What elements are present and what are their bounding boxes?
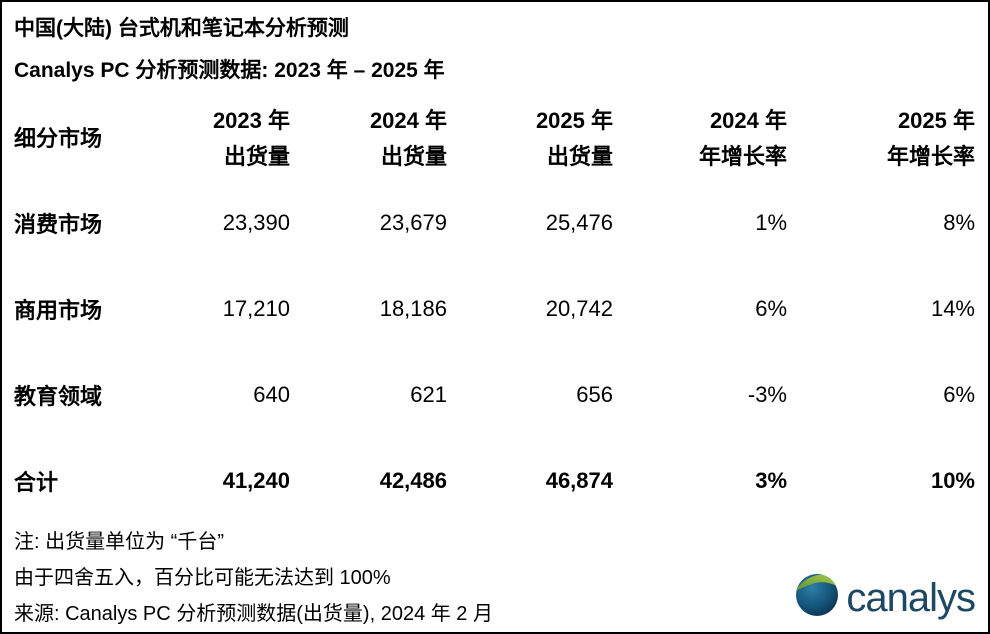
cell-2024-growth: 6% bbox=[755, 296, 787, 321]
table-header-row: 细分市场 2023 年 出货量 2024 年 出货量 2025 年 出货量 20… bbox=[14, 98, 975, 180]
cell-2024-shipments: 23,679 bbox=[379, 210, 447, 235]
column-header-metric: 年增长率 bbox=[886, 144, 975, 169]
cell-2025-shipments: 46,874 bbox=[545, 468, 613, 493]
column-header-metric: 出货量 bbox=[223, 144, 290, 169]
cell-2025-shipments: 656 bbox=[576, 382, 613, 407]
column-header-year: 2025 年 bbox=[535, 108, 613, 133]
column-header-year: 2025 年 bbox=[897, 108, 975, 133]
note-unit: 注: 出货量单位为 “千台” bbox=[14, 531, 224, 553]
cell-2023-shipments: 640 bbox=[253, 382, 290, 407]
cell-2024-shipments: 621 bbox=[410, 382, 447, 407]
column-header-segment: 细分市场 bbox=[14, 98, 164, 180]
cell-2025-growth: 14% bbox=[930, 296, 975, 321]
column-header-year: 2024 年 bbox=[369, 108, 447, 133]
column-header-label: 细分市场 bbox=[14, 126, 103, 151]
column-header-year: 2023 年 bbox=[212, 108, 290, 133]
column-header-2025-growth: 2025 年 年增长率 bbox=[787, 98, 975, 180]
table-row-consumer: 消费市场 23,390 23,679 25,476 1% 8% bbox=[14, 180, 975, 266]
note-rounding: 由于四舍五入，百分比可能无法达到 100% bbox=[14, 567, 391, 589]
cell-2025-shipments: 20,742 bbox=[545, 296, 613, 321]
canalys-logo-text: canalys bbox=[846, 575, 976, 620]
cell-2025-growth: 6% bbox=[943, 382, 975, 407]
canalys-logo: canalys bbox=[795, 573, 976, 622]
cell-2024-growth: 1% bbox=[755, 210, 787, 235]
column-header-metric: 年增长率 bbox=[698, 144, 787, 169]
canalys-globe-icon bbox=[795, 573, 839, 622]
cell-2023-shipments: 23,390 bbox=[222, 210, 290, 235]
forecast-table: 细分市场 2023 年 出货量 2024 年 出货量 2025 年 出货量 20… bbox=[14, 98, 975, 524]
column-header-2024-growth: 2024 年 年增长率 bbox=[613, 98, 787, 180]
row-label: 教育领域 bbox=[14, 384, 103, 409]
footnotes: 注: 出货量单位为 “千台” 由于四舍五入，百分比可能无法达到 100% 来源:… bbox=[2, 524, 988, 632]
column-header-2023-shipments: 2023 年 出货量 bbox=[164, 98, 290, 180]
table-row-education: 教育领域 640 621 656 -3% 6% bbox=[14, 352, 975, 438]
cell-2023-shipments: 17,210 bbox=[222, 296, 290, 321]
page-title: 中国(大陆) 台式机和笔记本分析预测 bbox=[14, 17, 349, 40]
subtitle: Canalys PC 分析预测数据: 2023 年 – 2025 年 bbox=[14, 59, 445, 82]
column-header-metric: 出货量 bbox=[380, 144, 447, 169]
column-header-year: 2024 年 bbox=[709, 108, 787, 133]
column-header-2024-shipments: 2024 年 出货量 bbox=[290, 98, 447, 180]
table-row-total: 合计 41,240 42,486 46,874 3% 10% bbox=[14, 438, 975, 524]
cell-2025-growth: 8% bbox=[943, 210, 975, 235]
row-label: 商用市场 bbox=[14, 298, 103, 323]
table-row-commercial: 商用市场 17,210 18,186 20,742 6% 14% bbox=[14, 266, 975, 352]
cell-2024-growth: -3% bbox=[747, 382, 787, 407]
column-header-2025-shipments: 2025 年 出货量 bbox=[447, 98, 613, 180]
column-header-metric: 出货量 bbox=[546, 144, 613, 169]
note-source: 来源: Canalys PC 分析预测数据(出货量), 2024 年 2 月 bbox=[14, 603, 493, 625]
cell-2024-shipments: 18,186 bbox=[379, 296, 447, 321]
row-label: 合计 bbox=[14, 470, 59, 495]
row-label: 消费市场 bbox=[14, 212, 103, 237]
cell-2025-growth: 10% bbox=[930, 468, 975, 493]
cell-2023-shipments: 41,240 bbox=[222, 468, 290, 493]
cell-2024-shipments: 42,486 bbox=[379, 468, 447, 493]
cell-2024-growth: 3% bbox=[755, 468, 787, 493]
cell-2025-shipments: 25,476 bbox=[545, 210, 613, 235]
